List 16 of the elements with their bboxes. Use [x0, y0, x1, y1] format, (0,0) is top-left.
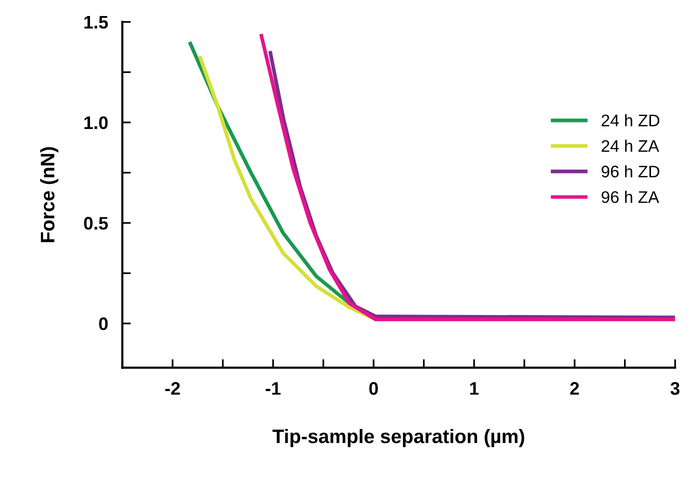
x-axis-title: Tip-sample separation (µm) — [272, 428, 524, 448]
y-tick-label: 1.0 — [84, 116, 108, 130]
x-tick-label: 0 — [369, 382, 378, 395]
y-tick-label: 1.5 — [84, 16, 108, 29]
legend-label: 24 h ZD — [602, 114, 660, 126]
x-tick-label: 1 — [470, 382, 479, 395]
x-tick-label: 3 — [670, 382, 680, 395]
legend-label: 24 h ZA — [602, 140, 660, 152]
y-tick-label: 0.5 — [84, 216, 108, 230]
y-axis-title: Force (nN) — [40, 147, 58, 242]
legend-label: 96 h ZA — [602, 190, 660, 203]
x-tick-label: 2 — [570, 382, 579, 395]
legend-label: 96 h ZD — [602, 165, 660, 178]
y-tick-label: 0 — [99, 317, 108, 330]
x-tick-label: -2 — [165, 382, 180, 395]
x-tick-label: -1 — [266, 382, 281, 395]
